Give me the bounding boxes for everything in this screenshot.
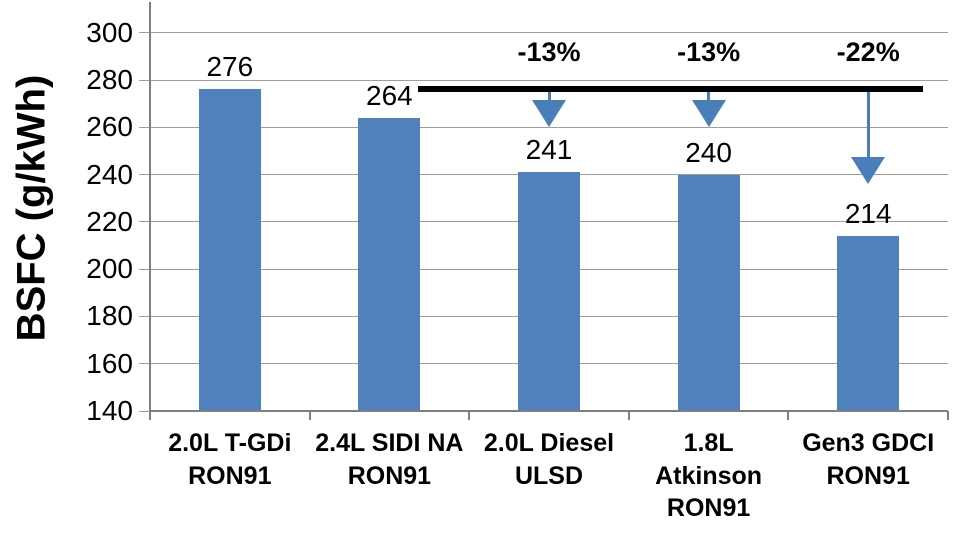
- bar-value-label: 276: [206, 51, 254, 83]
- x-tick-mark: [787, 411, 790, 420]
- bar-3: [518, 172, 580, 410]
- bar-value-label: 240: [685, 136, 732, 168]
- y-tick-label: 280: [86, 64, 133, 96]
- y-tick-mark: [139, 174, 150, 176]
- x-tick-mark: [149, 411, 151, 420]
- y-gridline: [150, 32, 948, 34]
- y-tick-label: 220: [86, 205, 133, 237]
- x-tick-mark: [308, 411, 311, 420]
- y-tick-label: 160: [86, 347, 133, 379]
- bar-value-label: 264: [366, 79, 413, 111]
- y-tick-label: 200: [86, 253, 133, 285]
- y-tick-label: 240: [86, 158, 133, 190]
- y-tick-label: 180: [86, 300, 133, 332]
- category-label: 2.4L SIDI NA RON91: [315, 429, 464, 490]
- y-tick-mark: [139, 126, 150, 128]
- category-label: 1.8L Atkinson RON91: [655, 429, 763, 522]
- y-tick-mark: [139, 268, 150, 270]
- arrow-down-icon: [691, 100, 726, 128]
- reference-line: [418, 86, 924, 93]
- x-tick-mark: [627, 411, 630, 420]
- percent-label: -13%: [517, 37, 581, 68]
- y-tick-label: 300: [86, 16, 133, 48]
- bar-4: [677, 174, 740, 410]
- y-axis-title: BSFC (g/kWh): [9, 74, 54, 342]
- category-label: Gen3 GDCI RON91: [802, 429, 935, 490]
- y-tick-label: 260: [86, 111, 133, 143]
- x-tick-mark: [947, 411, 949, 420]
- y-tick-mark: [139, 363, 150, 365]
- bar-2: [358, 117, 421, 410]
- y-tick-label: 140: [86, 395, 133, 426]
- bar-5: [837, 236, 900, 410]
- category-label: 2.0L T-GDi RON91: [168, 429, 292, 490]
- y-tick-mark: [139, 315, 150, 317]
- bar-value-label: 241: [525, 134, 573, 166]
- y-tick-mark: [139, 221, 150, 223]
- bar-1: [198, 89, 261, 410]
- y-tick-mark: [139, 32, 150, 34]
- x-tick-mark: [468, 411, 471, 420]
- y-gridline: [150, 79, 948, 81]
- arrow-down-icon: [532, 100, 566, 128]
- arrow-stem: [866, 92, 870, 178]
- y-axis-line: [149, 2, 151, 420]
- y-gridline: [150, 126, 948, 128]
- percent-label: -13%: [677, 37, 741, 68]
- arrow-down-icon: [851, 157, 886, 185]
- y-tick-mark: [139, 410, 150, 412]
- percent-label: -22%: [836, 37, 900, 68]
- x-axis-line: [150, 410, 948, 412]
- bar-value-label: 214: [844, 198, 892, 230]
- y-tick-mark: [139, 79, 150, 81]
- category-label: 2.0L Diesel ULSD: [483, 429, 615, 490]
